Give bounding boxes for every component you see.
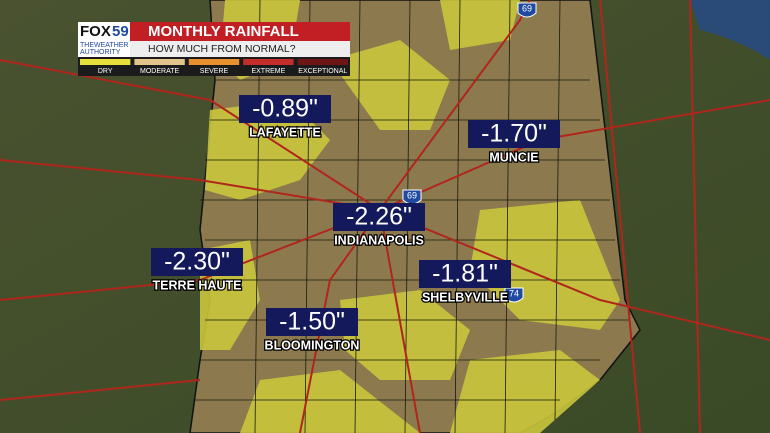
channel: 59 <box>112 23 129 40</box>
title: MONTHLY RAINFALL <box>148 23 299 40</box>
city-name: BLOOMINGTON <box>265 338 360 352</box>
legend-swatch <box>188 59 240 65</box>
shield-label: 74 <box>509 288 519 298</box>
value-box <box>419 260 511 288</box>
city-name: INDIANAPOLIS <box>334 233 424 247</box>
title-bar <box>130 22 350 41</box>
legend-label: DRY <box>98 68 113 75</box>
county-lines <box>195 0 630 433</box>
legend-swatch <box>80 59 131 65</box>
legend-swatch <box>134 59 185 65</box>
rainfall-value: -1.70" <box>481 120 547 148</box>
shield-label: 69 <box>522 3 532 13</box>
city: -0.89" LAFAYETTE <box>239 95 331 141</box>
shield: 74 <box>504 287 524 303</box>
rainfall-value: -0.89" <box>252 95 318 123</box>
legend: DRY MODERATE SEVERE EXTREME EXCEPTIONAL <box>80 59 348 75</box>
city: -2.26" INDIANAPOLIS <box>333 203 425 249</box>
value-box <box>468 120 560 148</box>
header: FOX 59 THEWEATHER AUTHORITY MONTHLY RAIN… <box>78 22 350 76</box>
shield-label: 69 <box>407 190 417 200</box>
shield: 69 <box>517 2 537 18</box>
legend-label: EXTREME <box>251 68 285 75</box>
city: -1.70" MUNCIE <box>468 120 560 166</box>
rainfall-value: -1.50" <box>279 308 345 336</box>
legend-swatch <box>243 59 294 65</box>
rainfall-value: -2.30" <box>164 248 230 276</box>
city-name: SHELBYVILLE <box>422 290 508 304</box>
value-box <box>239 95 331 123</box>
legend-label: EXCEPTIONAL <box>298 68 347 75</box>
rainfall-value: -1.81" <box>432 260 498 288</box>
city-name: TERRE HAUTE <box>153 278 242 292</box>
value-box <box>266 308 358 336</box>
city-name: MUNCIE <box>489 150 538 164</box>
legend-label: SEVERE <box>200 68 229 75</box>
subtitle: HOW MUCH FROM NORMAL? <box>148 43 296 55</box>
city: -1.81" SHELBYVILLE <box>419 260 511 306</box>
subtitle-bar <box>130 41 350 57</box>
rainfall-value: -2.26" <box>346 203 412 231</box>
lake <box>690 0 770 60</box>
legend-swatch <box>297 59 348 65</box>
value-box <box>151 248 243 276</box>
highway-shields: 69 69 74 <box>402 2 537 303</box>
tagline: AUTHORITY <box>80 49 121 56</box>
logo: FOX <box>80 23 111 40</box>
value-box <box>333 203 425 231</box>
legend-label: MODERATE <box>140 68 179 75</box>
city-name: LAFAYETTE <box>249 125 321 139</box>
city: -1.50" BLOOMINGTON <box>263 308 360 354</box>
city: -2.30" TERRE HAUTE <box>151 248 243 294</box>
tagline: THEWEATHER <box>80 42 128 49</box>
logo-box <box>78 22 130 57</box>
city-labels: -0.89" LAFAYETTE -1.70" MUNCIE -2.26" INDIANA… <box>151 95 560 354</box>
